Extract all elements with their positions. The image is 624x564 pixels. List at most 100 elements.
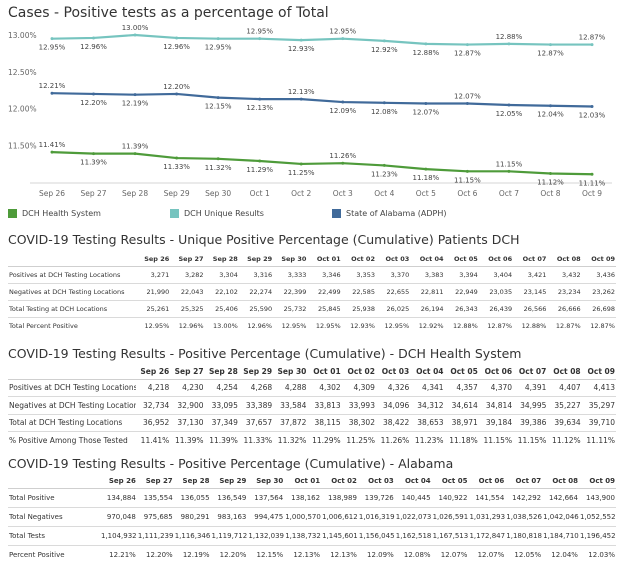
data-point <box>216 96 220 100</box>
x-tick-label: Oct 7 <box>499 189 519 198</box>
table-cell: 25,732 <box>273 300 308 318</box>
data-label: 12.09% <box>329 107 356 115</box>
table-cell: 22,043 <box>170 283 205 301</box>
table-cell: 4,254 <box>204 379 239 397</box>
x-tick-label: Sep 30 <box>205 189 231 198</box>
chart-title: Cases - Positive tests as a percentage o… <box>8 5 329 21</box>
legend-label: DCH Health System <box>22 208 101 218</box>
table-cell: 4,218 <box>136 379 171 397</box>
table-cell: 12.03% <box>588 550 615 559</box>
table-cell: 4,302 <box>307 379 342 397</box>
column-header: Oct 07 <box>513 365 548 380</box>
table-cell: 1,196,452 <box>578 526 616 546</box>
table-cell: 3,333 <box>273 266 308 284</box>
row-label: Total Tests <box>8 526 100 546</box>
column-header: Oct 05 <box>444 252 479 267</box>
y-tick-label: 12.00% <box>8 105 37 114</box>
table-cell: 37,872 <box>273 414 308 432</box>
table-cell: 1,000,570 <box>284 507 322 527</box>
y-tick-label: 13.00% <box>8 31 37 40</box>
data-label: 12.13% <box>288 88 315 96</box>
table-cell: 3,370 <box>375 266 411 284</box>
table-cell: 23,262 <box>581 283 616 301</box>
data-point <box>299 162 303 166</box>
table-cell: 4,230 <box>170 379 205 397</box>
column-header: Oct 09 <box>578 474 616 489</box>
data-point <box>382 163 386 167</box>
column-header: Oct 05 <box>444 365 479 380</box>
x-tick-label: Oct 2 <box>291 189 311 198</box>
table-cell: 4,357 <box>444 379 479 397</box>
data-label: 12.19% <box>122 100 149 108</box>
table-header-row: Sep 26 Sep 27 Sep 28 Sep 29 Sep 30 Oct 01 Oct … <box>8 474 616 489</box>
table-cell: 26,194 <box>410 300 445 318</box>
table-cell: 33,095 <box>204 396 239 415</box>
table-cell: 3,316 <box>238 266 274 284</box>
table-cell: 11.25% <box>346 436 375 445</box>
legend-swatch-dch-unique-results <box>170 208 179 218</box>
column-header: Sep 30 <box>273 365 308 380</box>
table-cell: 138,162 <box>284 488 322 508</box>
data-label: 12.88% <box>412 49 439 57</box>
table-cell: 11.32% <box>277 436 307 445</box>
data-point <box>382 39 386 43</box>
table-row: Negatives at DCH Testing Locations 32,734… <box>8 396 616 415</box>
data-label: 12.95% <box>329 28 356 36</box>
data-label: 11.33% <box>163 163 190 171</box>
table-cell: 1,172,847 <box>468 526 506 546</box>
x-tick-label: Oct 3 <box>333 189 353 198</box>
data-label: 12.87% <box>454 50 481 58</box>
table-row: Percent Positive 12.21% 12.20% 12.19% 12.20%… <box>8 545 616 564</box>
table-cell: 11.33% <box>243 436 273 445</box>
table-cell: 26,698 <box>581 300 616 318</box>
legend-item-state-of-alabama[interactable]: State of Alabama (ADPH) <box>332 207 447 219</box>
table-cell: 22,585 <box>341 283 376 301</box>
table-cell: 3,353 <box>341 266 376 284</box>
data-label: 11.41% <box>39 141 66 149</box>
line-chart: 13.00% 12.50% 12.00% 11.50% Sep 26 Sep 27 Sep … <box>8 24 612 198</box>
table-cell: 23,234 <box>547 283 582 301</box>
table-cell: 3,383 <box>410 266 445 284</box>
table-cell: 12.20% <box>219 550 247 559</box>
table-cell: 1,167,513 <box>431 526 469 546</box>
table-cell: 4,309 <box>341 379 376 397</box>
data-point <box>382 101 386 105</box>
data-point <box>175 36 179 40</box>
data-point <box>548 172 552 176</box>
table-row: Total Percent Positive 12.95% 12.96% 13.00%… <box>8 317 616 334</box>
data-label: 12.07% <box>454 93 481 101</box>
table-cell: 12.95% <box>144 321 170 330</box>
row-label: Total Testing at DCH Locations <box>8 300 136 318</box>
legend-item-dch-health-system[interactable]: DCH Health System <box>8 207 101 219</box>
column-header: Sep 29 <box>210 474 248 489</box>
header-empty-cell <box>8 365 136 380</box>
x-tick-label: Oct 1 <box>250 189 270 198</box>
table-cell: 12.88% <box>521 321 547 330</box>
column-header: Sep 29 <box>238 365 274 380</box>
table-title-unique-dch: COVID-19 Testing Results - Unique Positi… <box>8 232 520 247</box>
table-cell: 34,995 <box>513 396 548 415</box>
table-cell: 11.26% <box>380 436 410 445</box>
table-cell: 4,326 <box>375 379 411 397</box>
x-tick-label: Sep 28 <box>122 189 148 198</box>
table-cell: 12.13% <box>330 550 357 559</box>
table-cell: 141,554 <box>468 488 506 508</box>
data-point <box>50 91 54 95</box>
table-cell: 35,297 <box>581 396 616 415</box>
column-header: Oct 04 <box>410 252 445 267</box>
table-cell: 11.39% <box>174 436 204 445</box>
x-tick-label: Oct 4 <box>374 189 394 198</box>
x-tick-label: Sep 26 <box>39 189 65 198</box>
legend-item-dch-unique-results[interactable]: DCH Unique Results <box>170 207 264 219</box>
table-cell: 34,312 <box>410 396 445 415</box>
table-cell: 12.20% <box>145 550 173 559</box>
table-cell: 26,025 <box>375 300 411 318</box>
table-cell: 140,922 <box>431 488 469 508</box>
data-point <box>341 100 345 104</box>
table-cell: 12.95% <box>384 321 410 330</box>
data-label: 12.87% <box>579 34 606 42</box>
table-cell: 1,119,712 <box>210 526 248 546</box>
table-cell: 139,726 <box>357 488 395 508</box>
legend-label: DCH Unique Results <box>184 208 264 218</box>
data-point <box>590 43 594 47</box>
